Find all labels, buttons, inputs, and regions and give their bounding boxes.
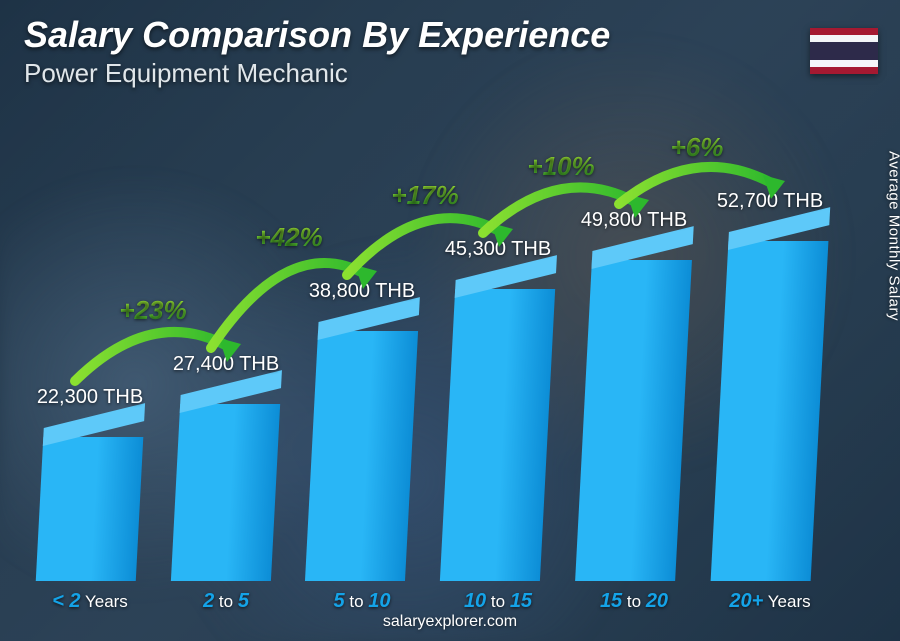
x-axis-label: 15 to 20 (600, 590, 668, 613)
bar-front-face (440, 289, 555, 581)
x-axis-label: < 2 Years (52, 590, 128, 613)
bar-group: 20+ Years (720, 223, 820, 581)
bar (711, 223, 830, 581)
bar-front-face (36, 437, 144, 581)
bar (171, 386, 281, 581)
bar-group: 5 to 10 (312, 313, 412, 581)
bar-front-face (305, 331, 418, 581)
value-label: 52,700 THB (717, 190, 823, 213)
footer-credit: salaryexplorer.com (0, 613, 900, 631)
bar (440, 271, 556, 581)
bar-group: 10 to 15 (448, 271, 548, 581)
value-label: 22,300 THB (37, 386, 143, 409)
percent-increase-label: +42% (255, 222, 322, 253)
bar-group: 15 to 20 (584, 242, 684, 581)
bar-front-face (171, 404, 280, 581)
x-axis-label: 2 to 5 (203, 590, 249, 613)
value-label: 49,800 THB (581, 209, 687, 232)
flag-icon (810, 28, 878, 74)
bar (36, 419, 144, 581)
percent-increase-label: +6% (671, 132, 724, 163)
bar-front-face (711, 241, 829, 581)
chart-title: Salary Comparison By Experience (24, 14, 610, 56)
title-block: Salary Comparison By Experience Power Eq… (24, 14, 610, 89)
y-axis-label: Average Monthly Salary (886, 151, 900, 321)
x-axis-label: 5 to 10 (334, 590, 391, 613)
percent-increase-label: +17% (391, 180, 458, 211)
percent-increase-label: +10% (527, 151, 594, 182)
bar (305, 313, 419, 581)
x-axis-label: 10 to 15 (464, 590, 532, 613)
infographic-canvas: Salary Comparison By Experience Power Eq… (0, 0, 900, 641)
percent-increase-label: +23% (119, 295, 186, 326)
bar-front-face (575, 260, 692, 581)
bar (575, 242, 693, 581)
value-label: 45,300 THB (445, 238, 551, 261)
value-label: 27,400 THB (173, 353, 279, 376)
bar-group: 2 to 5 (176, 386, 276, 581)
x-axis-label: 20+ Years (729, 590, 810, 613)
bar-group: < 2 Years (40, 419, 140, 581)
bar-chart: < 2 Years 22,300 THB 2 to 5 27,400 THB +23% 5… (40, 101, 860, 581)
chart-subtitle: Power Equipment Mechanic (24, 58, 610, 89)
value-label: 38,800 THB (309, 280, 415, 303)
